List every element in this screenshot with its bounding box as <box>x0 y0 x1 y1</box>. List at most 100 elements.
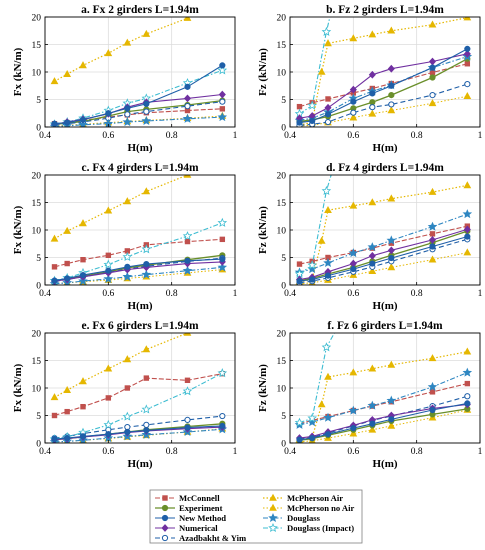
data-point-mcpherson_noair <box>387 421 396 429</box>
data-point-mcconnell <box>51 264 58 270</box>
series-line-azadbakht <box>299 238 468 284</box>
data-point-douglass_impact <box>321 342 332 352</box>
x-axis-label: H(m) <box>372 142 397 154</box>
series-group <box>49 175 228 285</box>
data-point-newmethod <box>369 420 376 427</box>
data-point-mcpherson_air <box>79 61 87 69</box>
data-point-mcconnell <box>464 61 471 67</box>
x-tick-label: 0.6 <box>347 289 359 299</box>
data-point-numerical <box>428 236 437 244</box>
data-point-experiment <box>369 99 376 106</box>
data-point-newmethod <box>184 83 191 90</box>
data-point-mcpherson_air <box>463 347 472 355</box>
data-point-mcpherson_air <box>79 377 87 385</box>
data-point-mcpherson_air <box>349 34 358 42</box>
x-tick-label: 0.8 <box>166 447 178 457</box>
data-point-mcconnell <box>429 69 436 76</box>
data-point-douglass <box>427 381 438 391</box>
legend-marker <box>161 524 169 532</box>
y-axis-label: Fz (kN/m) <box>257 206 269 254</box>
data-point-mcpherson_noair <box>387 263 396 271</box>
data-point-mcpherson_air <box>324 372 332 380</box>
x-axis-label: H(m) <box>372 458 397 470</box>
data-point-douglass_impact <box>217 217 228 227</box>
chart-title: c. Fx 4 girders L=1.94m <box>81 162 198 174</box>
data-point-mcpherson_air <box>317 400 326 408</box>
y-tick-label: 10 <box>32 384 42 394</box>
data-point-douglass <box>323 258 333 268</box>
chart-title: f. Fz 6 girders L=1.94m <box>327 320 443 332</box>
data-point-newmethod <box>124 105 131 112</box>
series-group <box>294 175 473 285</box>
series-line-numerical <box>299 53 468 119</box>
data-point-newmethod <box>184 257 191 264</box>
data-point-mcconnell <box>325 96 331 102</box>
data-point-newmethod <box>219 62 226 69</box>
data-point-douglass <box>386 235 397 245</box>
series-line-douglass_impact <box>299 175 332 275</box>
chart-title: b. Fz 2 girders L=1.94m <box>326 4 444 16</box>
data-point-newmethod <box>143 261 150 268</box>
series-line-azadbakht <box>299 83 468 126</box>
data-point-mcconnell <box>105 252 112 258</box>
chart-panel-2: 0 5 10 15 20 0.4 0.6 0.8 1 b. Fz 2 girders L=1.94… <box>257 4 483 154</box>
x-tick-label: 0.8 <box>166 131 178 141</box>
data-point-newmethod <box>51 120 58 127</box>
data-point-douglass_impact <box>103 259 114 269</box>
data-point-douglass <box>462 367 473 377</box>
data-point-mcpherson_air <box>123 38 132 46</box>
data-point-douglass <box>427 221 438 231</box>
legend-marker <box>268 523 278 533</box>
data-point-azadbakht <box>464 81 471 88</box>
data-point-mcpherson_air <box>104 206 113 214</box>
data-point-newmethod <box>388 82 395 89</box>
legend-item-azadbakht: Azadbakht & Yim <box>155 533 247 543</box>
data-point-newmethod <box>184 424 191 431</box>
data-point-mcpherson_noair <box>428 99 437 107</box>
x-tick-label: 0.6 <box>102 131 114 141</box>
data-point-mcpherson_air <box>219 316 225 322</box>
data-point-douglass <box>307 417 317 427</box>
y-tick-label: 0 <box>281 439 286 449</box>
data-point-mcconnell <box>64 408 70 415</box>
data-point-azadbakht <box>184 103 191 110</box>
data-point-mcpherson_air <box>349 201 358 209</box>
x-tick-label: 1 <box>233 131 238 141</box>
data-point-mcpherson_noair <box>349 429 358 437</box>
data-point-newmethod <box>296 436 303 443</box>
data-point-mcconnell <box>296 103 303 110</box>
data-point-numerical <box>368 251 376 260</box>
data-point-mcpherson_air <box>324 39 332 47</box>
y-tick-label: 15 <box>277 41 287 51</box>
data-point-mcpherson_air <box>142 345 151 353</box>
y-tick-label: 5 <box>36 412 41 422</box>
data-point-mcconnell <box>184 377 191 383</box>
data-point-azadbakht <box>219 98 226 105</box>
data-point-azadbakht <box>124 111 131 118</box>
data-point-newmethod <box>219 256 226 263</box>
data-point-mcpherson_air <box>63 69 72 77</box>
data-point-douglass <box>348 248 359 258</box>
data-point-douglass <box>182 265 193 275</box>
data-point-newmethod <box>429 64 436 71</box>
y-axis-label: Fx (kN/m) <box>12 363 24 412</box>
data-point-douglass_impact <box>217 65 228 75</box>
y-tick-label: 20 <box>32 13 42 23</box>
chart-panel-4: 0 5 10 15 20 0.4 0.6 0.8 1 d. Fz 4 girders L=1.94… <box>257 162 483 312</box>
data-point-azadbakht <box>350 109 357 116</box>
legend-item-experiment: Experiment <box>155 503 223 513</box>
legend-label: Douglass (Impact) <box>287 523 354 533</box>
data-point-mcconnell <box>429 231 436 237</box>
data-point-mcconnell <box>184 238 191 245</box>
series-line-mcpherson_air <box>54 333 190 398</box>
series-line-douglass_impact <box>299 17 331 115</box>
y-tick-label: 20 <box>32 329 42 339</box>
series-line-douglass_impact <box>299 333 336 424</box>
x-tick-label: 0.4 <box>284 447 296 457</box>
chart-title: e. Fx 6 girders L=1.94m <box>81 320 198 332</box>
data-point-newmethod <box>350 265 357 273</box>
x-tick-label: 1 <box>478 289 483 299</box>
x-tick-label: 0.8 <box>411 131 423 141</box>
data-point-mcpherson_air <box>463 181 472 189</box>
